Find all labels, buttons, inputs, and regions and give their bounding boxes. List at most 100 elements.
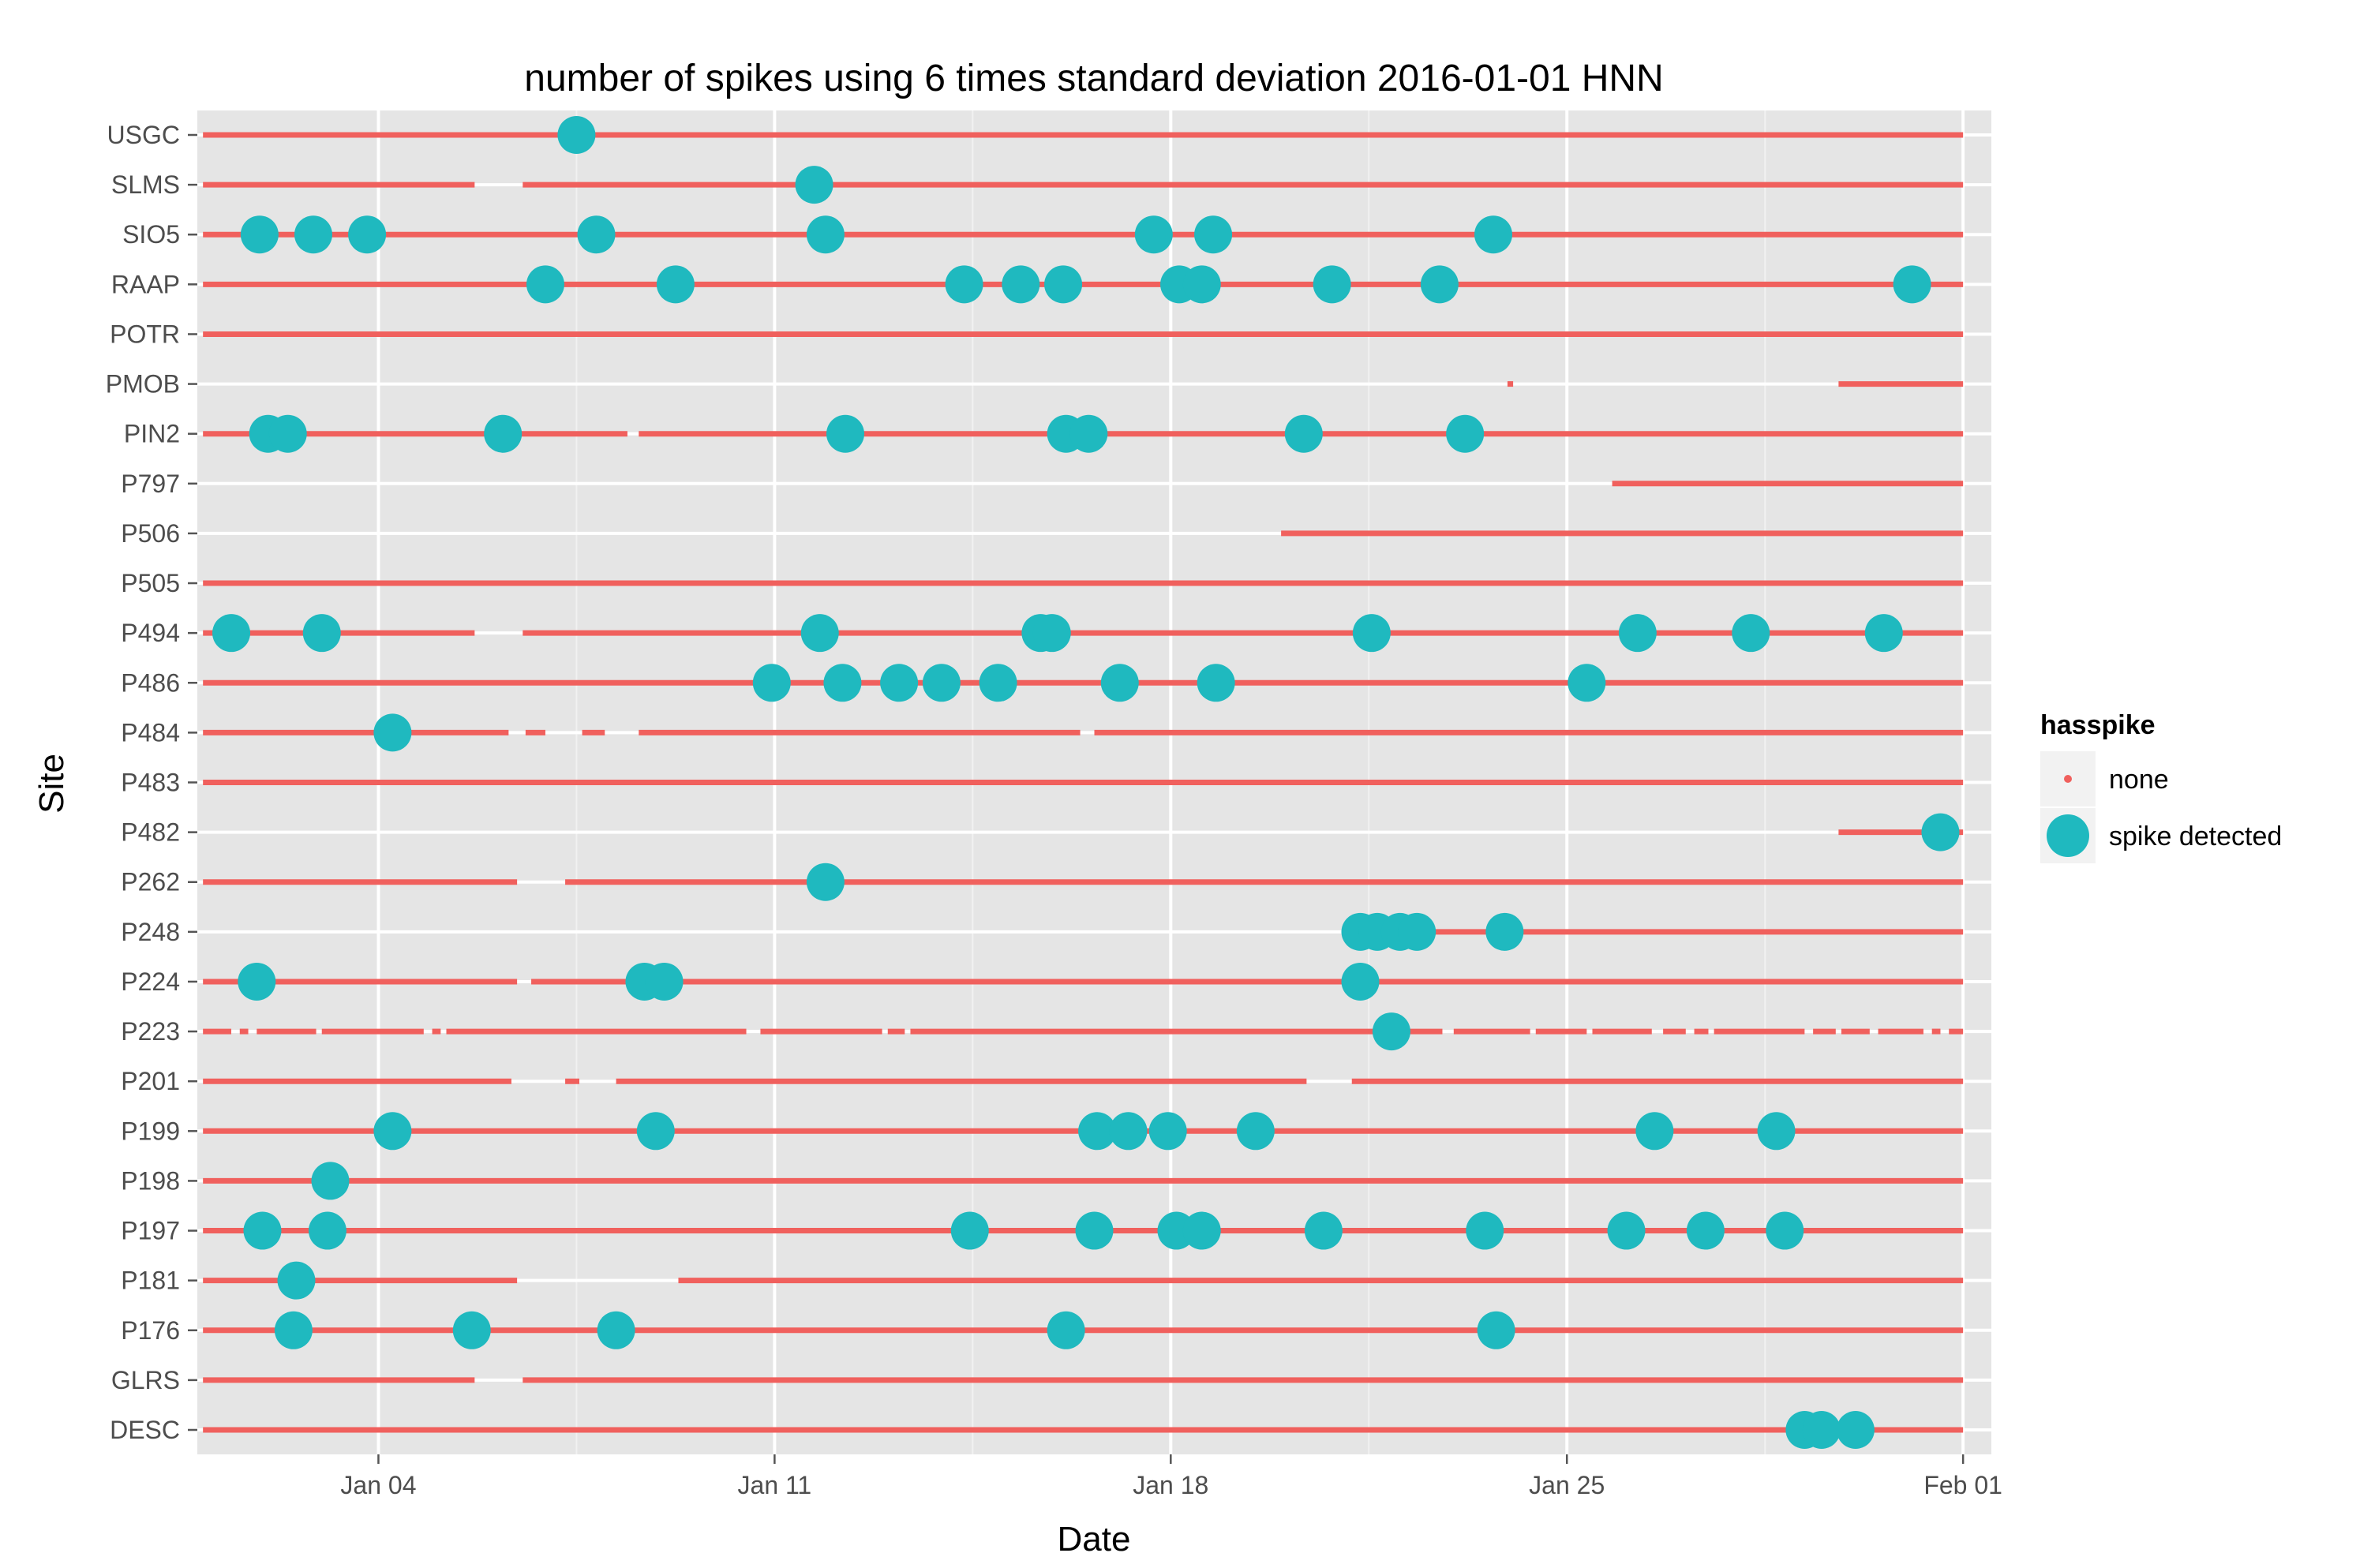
y-tick-label-p262: P262	[121, 868, 180, 896]
spike-point-pin2-7	[1446, 414, 1485, 453]
y-tick-label-p199: P199	[121, 1117, 180, 1145]
spike-point-p176-1	[452, 1311, 491, 1349]
y-tick-label-sio5: SIO5	[122, 220, 180, 249]
spike-point-p224-0	[238, 962, 276, 1001]
spike-point-p223-0	[1372, 1012, 1410, 1051]
spike-point-p486-5	[1100, 664, 1139, 702]
y-axis: USGC SLMS SIO5 RAAP POTR PMOB PIN2 P797 P506 P505…	[106, 121, 197, 1444]
spike-point-sio5-7	[1474, 215, 1513, 254]
no-spike-segments	[203, 132, 1964, 1433]
spike-point-p486-3	[922, 664, 961, 702]
legend-marker-spike-detected	[2047, 814, 2089, 857]
spike-point-p197-10	[1766, 1211, 1804, 1250]
spike-point-p176-4	[1477, 1311, 1515, 1349]
spike-point-pin2-3	[826, 414, 865, 453]
spike-point-pin2-5	[1069, 414, 1108, 453]
spike-point-p176-0	[274, 1311, 313, 1349]
spike-point-p494-2	[800, 614, 839, 653]
spike-point-p494-4	[1032, 614, 1071, 653]
spike-point-p494-1	[302, 614, 341, 653]
spike-point-p224-3	[1341, 962, 1380, 1001]
y-tick-label-glrs: GLRS	[111, 1366, 180, 1394]
y-tick-label-p484: P484	[121, 718, 180, 747]
spike-point-pin2-1	[268, 414, 307, 453]
spike-point-p262-0	[806, 863, 845, 901]
spike-point-p486-2	[880, 664, 919, 702]
spike-point-p494-5	[1352, 614, 1391, 653]
spike-point-raap-6	[1182, 265, 1221, 304]
spike-points	[212, 116, 1960, 1449]
spike-point-p197-7	[1466, 1211, 1504, 1250]
chart-title: number of spikes using 6 times standard …	[524, 58, 1663, 99]
spike-point-p494-0	[212, 614, 251, 653]
spike-point-p486-0	[752, 664, 791, 702]
spike-point-sio5-6	[1194, 215, 1233, 254]
x-tick-label-jan-25: Jan 25	[1529, 1471, 1605, 1499]
y-tick-label-p181: P181	[121, 1267, 180, 1295]
x-axis: Jan 04 Jan 11 Jan 18 Jan 25 Feb 01	[340, 1454, 2002, 1499]
spike-point-p197-6	[1304, 1211, 1343, 1250]
y-tick-label-p482: P482	[121, 818, 180, 847]
spike-point-p248-3	[1398, 912, 1436, 951]
spike-point-p486-4	[979, 664, 1017, 702]
spike-point-usgc-0	[557, 116, 596, 154]
spike-point-sio5-5	[1134, 215, 1173, 254]
spike-point-sio5-0	[240, 215, 279, 254]
spike-point-raap-8	[1420, 265, 1459, 304]
spike-point-pin2-2	[484, 414, 523, 453]
legend-label-spike-detected: spike detected	[2109, 821, 2282, 851]
spike-point-p199-6	[1635, 1112, 1674, 1151]
y-tick-label-p198: P198	[121, 1166, 180, 1195]
y-axis-title: Site	[32, 754, 71, 814]
spike-point-raap-0	[526, 265, 564, 304]
spike-point-p486-6	[1197, 664, 1235, 702]
x-axis-title: Date	[1058, 1520, 1131, 1559]
x-tick-label-jan-11: Jan 11	[738, 1471, 812, 1499]
y-tick-label-p224: P224	[121, 967, 180, 996]
spike-point-p248-4	[1485, 912, 1524, 951]
spike-point-sio5-4	[806, 215, 845, 254]
spike-point-p199-3	[1109, 1112, 1148, 1151]
y-tick-label-pin2: PIN2	[124, 420, 180, 448]
spike-point-p494-8	[1864, 614, 1903, 653]
x-tick-label-jan-18: Jan 18	[1133, 1471, 1208, 1499]
y-tick-label-pmob: PMOB	[106, 370, 180, 399]
spike-point-p197-1	[308, 1211, 346, 1250]
spike-point-p197-8	[1607, 1211, 1646, 1250]
spike-point-sio5-3	[577, 215, 616, 254]
spike-point-p486-7	[1568, 664, 1606, 702]
spike-point-p197-9	[1686, 1211, 1725, 1250]
spike-point-desc-2	[1836, 1411, 1875, 1449]
spike-point-pin2-6	[1284, 414, 1323, 453]
spike-point-p197-2	[950, 1211, 989, 1250]
spike-point-p494-7	[1732, 614, 1770, 653]
spike-point-p181-0	[277, 1261, 316, 1300]
spike-point-p199-5	[1236, 1112, 1275, 1151]
spike-point-raap-1	[656, 265, 695, 304]
y-tick-label-potr: POTR	[110, 320, 180, 348]
y-tick-label-p197: P197	[121, 1217, 180, 1245]
spike-point-desc-1	[1802, 1411, 1841, 1449]
spike-point-p197-0	[243, 1211, 282, 1250]
y-tick-label-p494: P494	[121, 619, 180, 647]
x-tick-label-feb-01: Feb 01	[1923, 1471, 2002, 1499]
spike-point-p197-3	[1075, 1211, 1114, 1250]
legend-title: hasspike	[2040, 710, 2156, 740]
spike-point-p224-2	[645, 962, 684, 1001]
spike-point-slms-0	[795, 166, 833, 204]
spike-point-sio5-1	[294, 215, 332, 254]
spike-point-p197-5	[1182, 1211, 1221, 1250]
y-tick-label-raap: RAAP	[111, 270, 180, 298]
spike-point-raap-7	[1313, 265, 1351, 304]
spike-point-raap-3	[1002, 265, 1040, 304]
spike-point-p494-6	[1618, 614, 1657, 653]
y-tick-label-p505: P505	[121, 569, 180, 597]
y-tick-label-p486: P486	[121, 668, 180, 697]
spike-point-raap-2	[945, 265, 983, 304]
spike-point-raap-9	[1893, 265, 1931, 304]
y-tick-label-usgc: USGC	[107, 121, 180, 149]
y-tick-label-desc: DESC	[110, 1416, 180, 1444]
y-tick-label-p201: P201	[121, 1067, 180, 1095]
spike-point-p486-1	[823, 664, 862, 702]
